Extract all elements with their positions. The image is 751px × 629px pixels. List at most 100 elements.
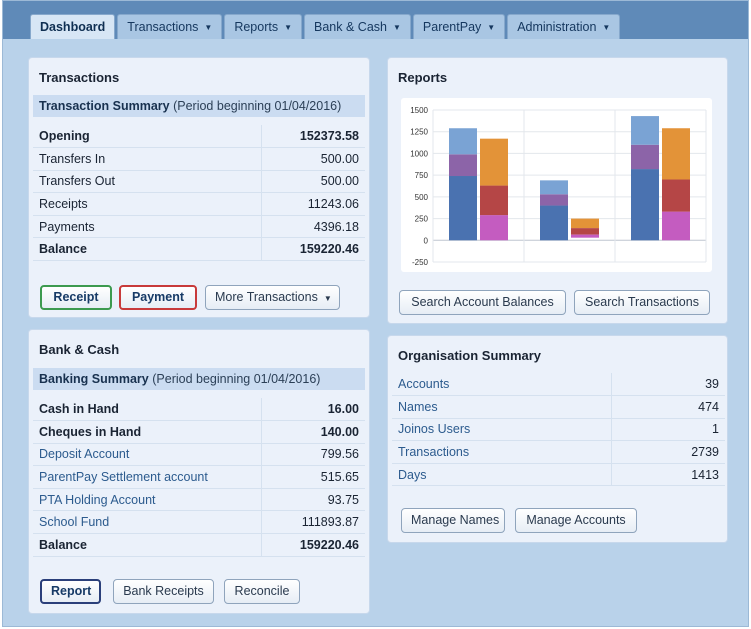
summary-link[interactable]: Joinos Users	[392, 418, 611, 442]
summary-link[interactable]: Accounts	[392, 373, 611, 397]
y-tick-label: 250	[415, 215, 429, 224]
row-value: 799.56	[260, 443, 365, 467]
row-value: 16.00	[260, 398, 365, 422]
row-value: 159220.46	[260, 237, 365, 262]
tab-label: ParentPay	[422, 19, 482, 34]
row-value: 515.65	[260, 465, 365, 489]
manage-accounts-button[interactable]: Manage Accounts	[515, 508, 637, 533]
bar-segment	[662, 179, 690, 212]
panel-title: Transactions	[39, 70, 120, 85]
summary-link[interactable]: Transactions	[392, 440, 611, 464]
table-row[interactable]: Days 1413	[392, 463, 725, 487]
bank-receipts-button[interactable]: Bank Receipts	[113, 579, 214, 604]
row-value: 11243.06	[260, 192, 365, 216]
bar-segment	[571, 218, 599, 229]
panel-title: Bank & Cash	[39, 342, 120, 357]
banking-summary-header: Banking Summary (Period beginning 01/04/…	[33, 368, 365, 390]
tab-transactions[interactable]: Transactions ▼	[117, 14, 223, 39]
row-value: 500.00	[260, 170, 365, 194]
table-row[interactable]: Accounts 39	[392, 373, 725, 397]
table-row: Balance 159220.46	[33, 237, 365, 262]
row-value: 159220.46	[260, 533, 365, 557]
caret-down-icon: ▼	[392, 22, 401, 32]
table-row: Opening 152373.58	[33, 125, 365, 149]
row-label: Receipts	[33, 192, 261, 216]
summary-link[interactable]: Names	[392, 395, 611, 419]
transactions-panel: Transactions Transaction Summary (Period…	[28, 57, 370, 318]
table-row[interactable]: ParentPay Settlement account 515.65	[33, 465, 365, 489]
account-balances-chart: 1500 1250 1000 750 500 250 0 -250	[401, 98, 712, 272]
bar-segment	[540, 194, 568, 206]
organisation-summary-panel: Organisation Summary Accounts 39 Names 474…	[387, 335, 728, 543]
row-label: Payments	[33, 215, 261, 239]
search-transactions-button[interactable]: Search Transactions	[574, 290, 710, 315]
caret-down-icon: ▼	[487, 22, 496, 32]
y-tick-label: -250	[412, 258, 429, 267]
row-label: Cheques in Hand	[33, 420, 261, 444]
table-row: Cheques in Hand 140.00	[33, 420, 365, 444]
y-tick-label: 500	[415, 193, 429, 202]
tab-parentpay[interactable]: ParentPay ▼	[412, 14, 506, 39]
table-row[interactable]: School Fund 111893.87	[33, 510, 365, 535]
account-link[interactable]: Deposit Account	[33, 443, 261, 467]
tab-administration[interactable]: Administration ▼	[507, 14, 621, 39]
bar-segment	[631, 116, 659, 145]
nav-tabs: Dashboard Transactions ▼ Reports ▼ Bank & …	[30, 14, 622, 39]
transaction-summary-header: Transaction Summary (Period beginning 01…	[33, 95, 365, 117]
bar-segment	[449, 154, 477, 177]
table-row: Cash in Hand 16.00	[33, 398, 365, 422]
transaction-summary-table: Opening 152373.58 Transfers In 500.00 Tran…	[33, 125, 365, 262]
reports-panel: Reports 1500 1250 1000 750 500 250 0 -250 Searc…	[387, 57, 728, 324]
tab-reports[interactable]: Reports ▼	[224, 14, 303, 39]
row-label: Opening	[33, 125, 261, 149]
table-row[interactable]: Deposit Account 799.56	[33, 443, 365, 467]
tab-label: Transactions	[127, 19, 199, 34]
account-link[interactable]: School Fund	[33, 510, 261, 535]
caret-down-icon: ▼	[204, 22, 213, 32]
row-value: 2739	[610, 440, 725, 464]
reconcile-button[interactable]: Reconcile	[224, 579, 300, 604]
tab-label: Administration	[517, 19, 597, 34]
row-value: 111893.87	[260, 510, 365, 535]
receipt-button[interactable]: Receipt	[40, 285, 112, 310]
caret-down-icon: ▼	[284, 22, 293, 32]
bar-segment	[631, 144, 659, 170]
bar-segment	[449, 128, 477, 155]
summary-period: (Period beginning 01/04/2016)	[152, 372, 321, 386]
tab-dashboard[interactable]: Dashboard	[30, 14, 116, 39]
account-link[interactable]: ParentPay Settlement account	[33, 465, 261, 489]
table-row: Transfers Out 500.00	[33, 170, 365, 194]
report-button[interactable]: Report	[40, 579, 101, 604]
bar-segment	[449, 176, 477, 241]
button-label: More Transactions	[215, 290, 318, 304]
row-label: Balance	[33, 237, 261, 262]
search-account-balances-button[interactable]: Search Account Balances	[399, 290, 566, 315]
row-label: Transfers In	[33, 147, 261, 171]
table-row[interactable]: PTA Holding Account 93.75	[33, 488, 365, 512]
y-tick-label: 1000	[410, 149, 428, 158]
table-row[interactable]: Joinos Users 1	[392, 418, 725, 442]
tab-label: Dashboard	[40, 19, 106, 34]
table-row: Receipts 11243.06	[33, 192, 365, 216]
row-label: Balance	[33, 533, 261, 557]
bank-cash-panel: Bank & Cash Banking Summary (Period begi…	[28, 329, 370, 614]
top-nav-bar: Dashboard Transactions ▼ Reports ▼ Bank & …	[3, 1, 748, 39]
row-value: 152373.58	[260, 125, 365, 149]
manage-names-button[interactable]: Manage Names	[401, 508, 505, 533]
tab-bank-cash[interactable]: Bank & Cash ▼	[304, 14, 411, 39]
table-row[interactable]: Transactions 2739	[392, 440, 725, 464]
tab-label: Bank & Cash	[314, 19, 387, 34]
bar-segment	[480, 185, 508, 216]
summary-link[interactable]: Days	[392, 463, 611, 487]
row-value: 4396.18	[260, 215, 365, 239]
row-value: 474	[610, 395, 725, 419]
caret-down-icon: ▼	[602, 22, 611, 32]
banking-summary-table: Cash in Hand 16.00 Cheques in Hand 140.00 …	[33, 398, 365, 557]
more-transactions-button[interactable]: More Transactions ▼	[205, 285, 340, 310]
table-row[interactable]: Names 474	[392, 395, 725, 419]
account-link[interactable]: PTA Holding Account	[33, 488, 261, 512]
organisation-summary-table: Accounts 39 Names 474 Joinos Users 1 Transa…	[392, 373, 725, 487]
payment-button[interactable]: Payment	[119, 285, 197, 310]
table-row: Balance 159220.46	[33, 533, 365, 557]
